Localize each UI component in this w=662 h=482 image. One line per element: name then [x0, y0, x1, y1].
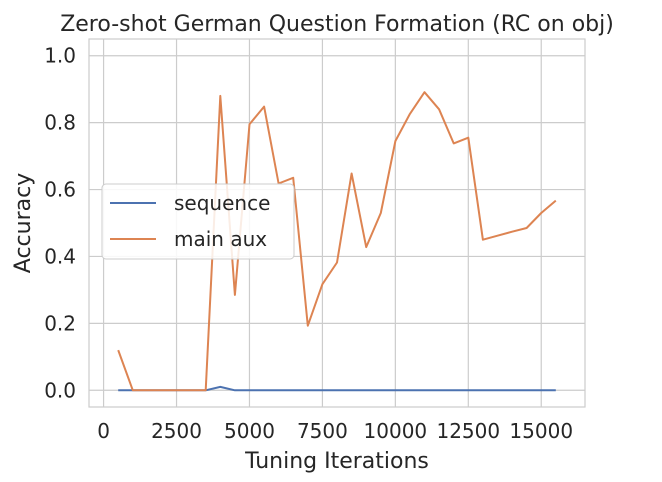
tick-labels: 0 2500 5000 7500 10000 12500 15000 0.0 0.2 0.4 0.6… [44, 44, 573, 443]
series-lines [117, 91, 557, 392]
x-tick-label: 10000 [364, 419, 428, 443]
x-tick-label: 2500 [151, 419, 202, 443]
legend-label-sequence: sequence [174, 191, 270, 215]
plot-frame [88, 38, 586, 408]
x-axis-label: Tuning Iterations [244, 449, 429, 474]
series-line-main-aux [117, 91, 557, 392]
x-tick-label: 15000 [509, 419, 573, 443]
y-tick-label: 0.8 [44, 111, 76, 135]
y-tick-label: 1.0 [44, 44, 76, 68]
legend: sequence main aux [101, 183, 295, 260]
x-tick-label: 5000 [224, 419, 275, 443]
x-tick-label: 7500 [297, 419, 348, 443]
x-tick-label: 12500 [436, 419, 500, 443]
y-tick-label: 0.0 [44, 378, 76, 402]
y-tick-label: 0.2 [44, 311, 76, 335]
y-axis-label: Accuracy [11, 173, 36, 273]
legend-label-main-aux: main aux [174, 227, 267, 251]
chart-title: Zero-shot German Question Formation (RC … [60, 12, 614, 37]
y-tick-label: 0.6 [44, 178, 76, 202]
y-tick-label: 0.4 [44, 244, 76, 268]
x-tick-label: 0 [97, 419, 110, 443]
